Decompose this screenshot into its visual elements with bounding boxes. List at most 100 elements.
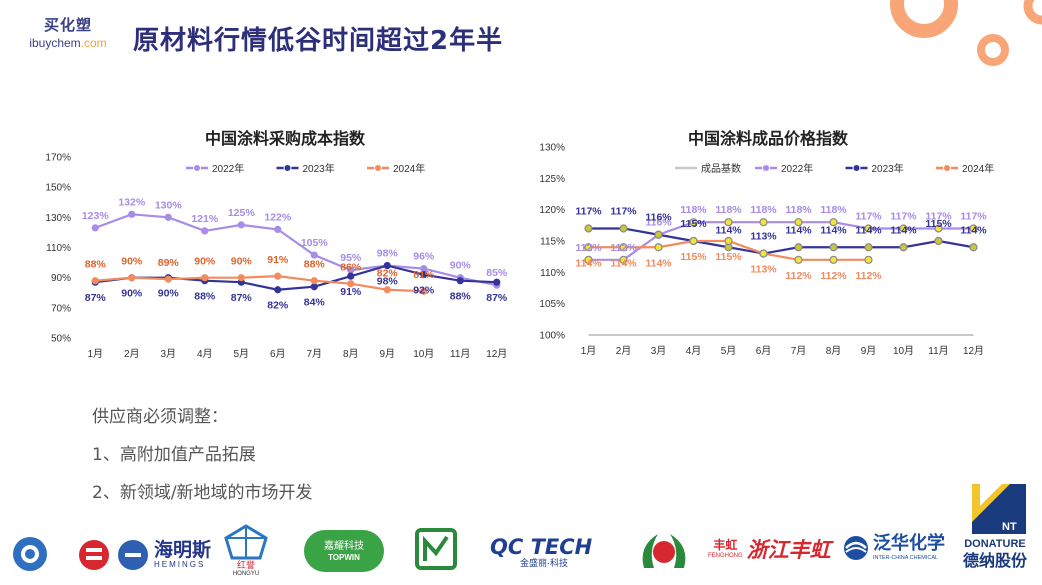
hongyu-en: HONGYU <box>232 571 260 577</box>
data-point <box>794 243 803 252</box>
data-point <box>829 255 838 264</box>
legend-marker <box>852 164 861 172</box>
x-tick-label: 12月 <box>963 345 984 357</box>
y-tick-label: 50% <box>51 334 71 345</box>
brand-logo-hongyu: 红誉 HONGYU <box>222 524 270 578</box>
x-tick-label: 9月 <box>861 345 877 357</box>
data-label: 123% <box>82 210 110 222</box>
data-label: 117% <box>925 210 952 222</box>
brand-logo-strip: 海明斯 HEMINGS 红誉 HONGYU 嘉耀科技 TOPWIN QC TEC… <box>0 484 1042 585</box>
fenghong-cn: 浙江丰虹 <box>746 537 831 562</box>
brand-logo-topwin: 嘉耀科技 TOPWIN <box>304 530 384 572</box>
data-label: 114% <box>855 224 882 236</box>
data-label: 118% <box>715 204 742 216</box>
data-point <box>420 271 428 279</box>
data-point <box>724 236 733 246</box>
brand-logo-red-green <box>636 528 692 572</box>
ring-corner <box>1023 0 1042 25</box>
brand-logo-fenghong: 丰虹 FENGHONG 浙江丰虹 <box>708 534 831 564</box>
data-point <box>619 243 628 252</box>
donature-cn: 德纳股份 <box>962 551 1027 570</box>
chart-title: 中国涂料成品价格指数 <box>688 129 849 148</box>
data-point <box>164 213 172 221</box>
data-point <box>759 249 768 258</box>
donature-mark-icon: NT <box>972 484 1026 534</box>
data-point <box>347 280 355 288</box>
data-label: 112% <box>855 270 882 282</box>
data-label: 114% <box>820 224 847 236</box>
data-point <box>724 218 733 227</box>
y-tick-label: 130% <box>539 143 565 154</box>
y-tick-label: 115% <box>540 237 565 248</box>
data-label: 90% <box>121 288 143 300</box>
x-tick-label: 4月 <box>197 348 213 360</box>
x-tick-label: 1月 <box>87 348 103 360</box>
qctech-cn: 金盛丽·科技 <box>520 558 568 568</box>
series-line <box>588 221 974 261</box>
data-point <box>829 218 838 227</box>
y-tick-label: 110% <box>540 268 565 279</box>
data-label: 89% <box>158 257 180 269</box>
legend-entry: 2023年 <box>872 162 904 175</box>
data-label: 98% <box>377 276 399 288</box>
fenghong-en: FENGHONG <box>708 553 743 559</box>
hemings-mark-icon <box>79 540 148 570</box>
data-label: 118% <box>820 204 847 216</box>
data-point <box>91 224 99 232</box>
data-label: 96% <box>413 251 435 263</box>
data-label: 114% <box>645 257 672 269</box>
legend-marker <box>374 164 382 172</box>
x-tick-label: 2月 <box>616 345 632 357</box>
data-label: 121% <box>191 213 219 225</box>
data-label: 117% <box>610 205 637 217</box>
data-point <box>456 277 464 285</box>
leaf-emblem-icon <box>642 534 686 568</box>
data-label: 114% <box>575 257 602 269</box>
data-point <box>864 224 873 233</box>
y-tick-label: 130% <box>45 213 71 224</box>
data-point <box>969 243 978 252</box>
data-point <box>584 243 593 252</box>
data-point <box>864 243 873 252</box>
data-label: 112% <box>575 242 602 254</box>
x-tick-label: 2月 <box>124 348 140 360</box>
data-point <box>274 272 282 280</box>
crystal-mark-icon <box>224 524 268 560</box>
y-tick-label: 90% <box>51 273 71 284</box>
legend-entry: 2024年 <box>962 162 994 175</box>
data-point <box>310 277 318 285</box>
data-point <box>91 277 99 285</box>
data-point <box>347 272 355 280</box>
data-point <box>201 274 209 282</box>
data-label: 117% <box>575 205 602 217</box>
data-label: 90% <box>231 256 253 268</box>
brand-logo-hemings: 海明斯 HEMINGS <box>78 536 211 574</box>
data-point <box>237 221 245 229</box>
brand-logo-qctech: QC TECH 金盛丽·科技 <box>490 536 592 568</box>
data-label: 115% <box>925 218 952 230</box>
y-tick-label: 105% <box>539 299 565 310</box>
data-label: 91% <box>340 286 362 298</box>
series-line <box>95 275 424 293</box>
x-tick-label: 3月 <box>651 345 667 357</box>
hemings-en: HEMINGS <box>154 560 206 569</box>
data-label: 114% <box>610 257 637 269</box>
interchina-en: INTER-CHINA CHEMICAL <box>873 555 939 561</box>
data-point <box>584 224 593 233</box>
x-tick-label: 5月 <box>233 348 249 360</box>
data-point <box>759 218 768 227</box>
x-tick-label: 11月 <box>450 348 470 360</box>
data-label: 84% <box>304 297 326 309</box>
x-tick-label: 8月 <box>826 345 842 357</box>
purchase-cost-index-chart: 中国涂料采购成本指数 50% 70% 90% 110% 130% 150% 170% 1月 2月 3… <box>45 129 507 360</box>
chart-title: 中国涂料采购成本指数 <box>205 129 366 148</box>
data-label: 115% <box>715 251 742 263</box>
data-point <box>619 255 628 264</box>
data-point <box>899 224 908 233</box>
data-label: 132% <box>118 196 146 208</box>
globe-icon <box>844 536 868 560</box>
data-point <box>654 230 663 239</box>
legend-entry: 2023年 <box>303 162 335 175</box>
data-point <box>794 255 803 264</box>
logo-domain: ibuychem <box>29 36 81 50</box>
